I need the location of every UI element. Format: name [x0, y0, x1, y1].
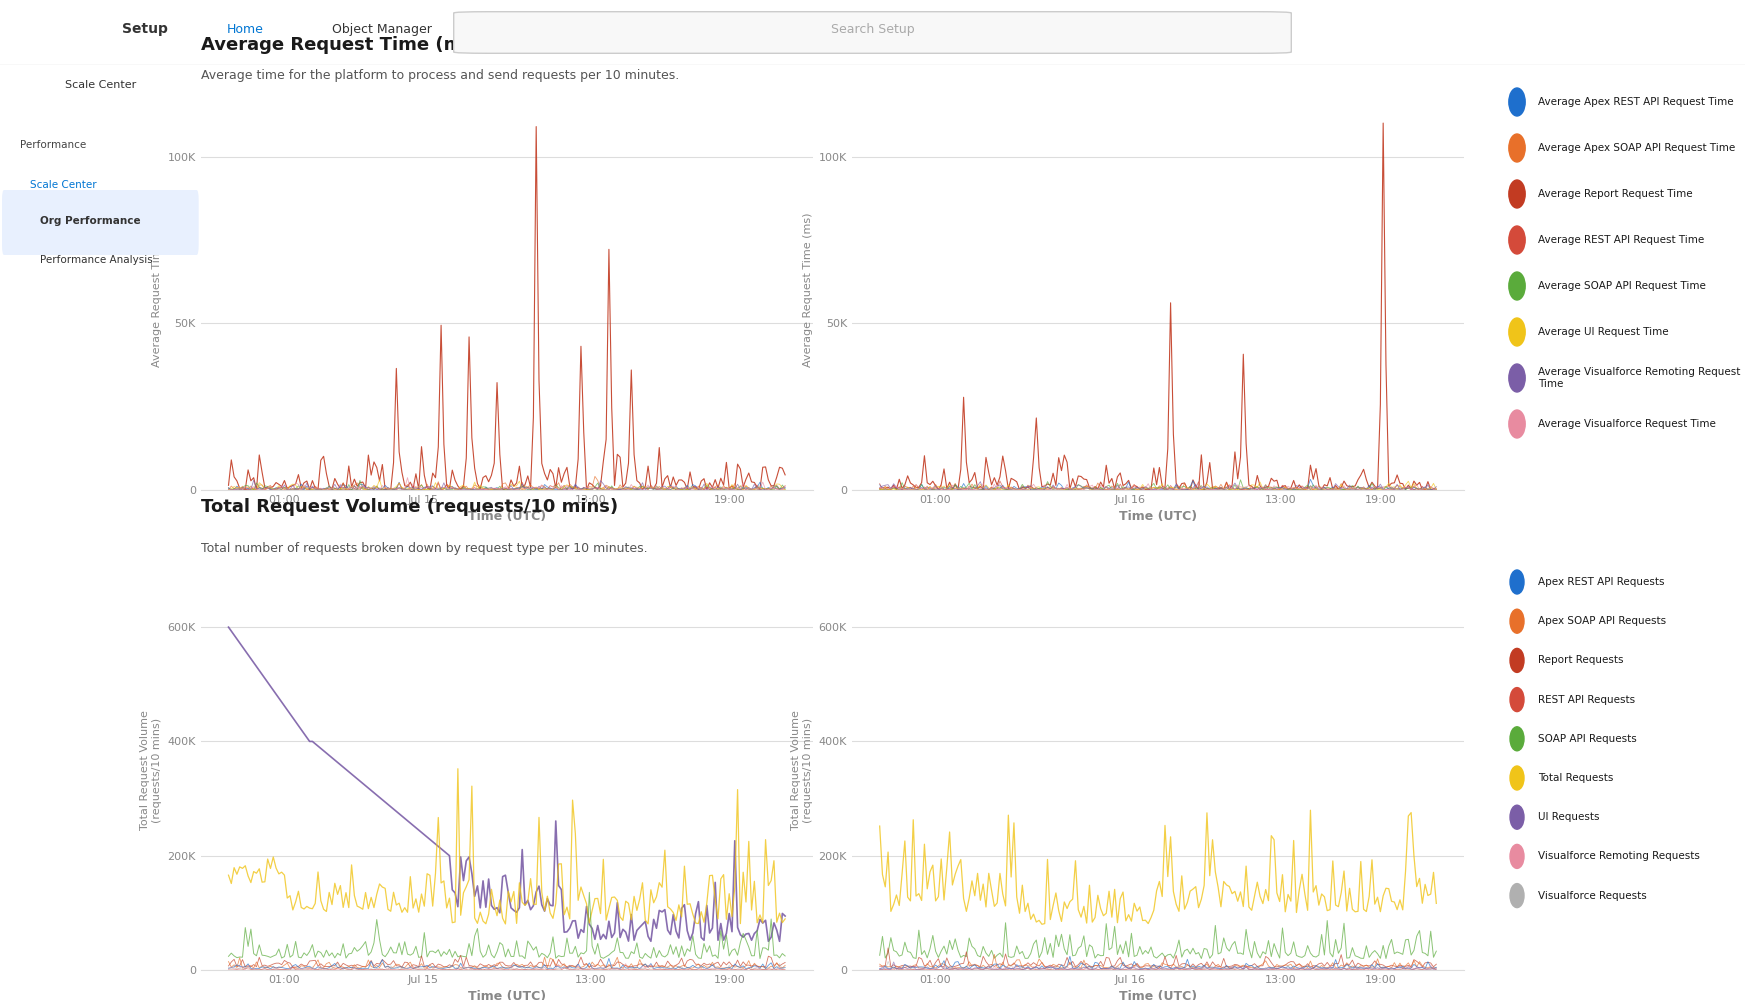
FancyBboxPatch shape	[454, 12, 1291, 53]
X-axis label: Time (UTC): Time (UTC)	[468, 990, 546, 1000]
Circle shape	[1509, 805, 1523, 829]
Text: SOAP API Requests: SOAP API Requests	[1537, 734, 1637, 744]
Text: Visualforce Remoting Requests: Visualforce Remoting Requests	[1537, 851, 1700, 861]
Text: Average Visualforce Request Time: Average Visualforce Request Time	[1537, 419, 1715, 429]
Text: REST API Requests: REST API Requests	[1537, 695, 1635, 705]
Text: Average REST API Request Time: Average REST API Request Time	[1537, 235, 1705, 245]
Text: Performance: Performance	[21, 140, 86, 150]
Y-axis label: Average Request Time (ms): Average Request Time (ms)	[803, 213, 813, 367]
X-axis label: Time (UTC): Time (UTC)	[1119, 990, 1197, 1000]
Text: UI Requests: UI Requests	[1537, 812, 1600, 822]
Text: Org Performance: Org Performance	[40, 216, 141, 226]
Text: Search Setup: Search Setup	[831, 23, 914, 36]
Circle shape	[1509, 180, 1525, 208]
X-axis label: Time (UTC): Time (UTC)	[1119, 510, 1197, 523]
Text: Home: Home	[227, 23, 263, 36]
Text: Report Requests: Report Requests	[1537, 655, 1623, 665]
X-axis label: Time (UTC): Time (UTC)	[468, 510, 546, 523]
Text: Performance Analysis: Performance Analysis	[40, 255, 154, 265]
Circle shape	[1509, 648, 1523, 672]
Circle shape	[1509, 727, 1523, 751]
Text: Setup: Setup	[122, 22, 168, 36]
Text: Average SOAP API Request Time: Average SOAP API Request Time	[1537, 281, 1707, 291]
Y-axis label: Total Request Volume
(requests/10 mins): Total Request Volume (requests/10 mins)	[140, 710, 162, 830]
Y-axis label: Total Request Volume
(requests/10 mins): Total Request Volume (requests/10 mins)	[792, 710, 813, 830]
Circle shape	[1509, 226, 1525, 254]
Text: Object Manager: Object Manager	[332, 23, 431, 36]
Circle shape	[1509, 844, 1523, 868]
Text: Average Request Time (ms): Average Request Time (ms)	[201, 36, 482, 54]
Circle shape	[1509, 134, 1525, 162]
Circle shape	[1509, 318, 1525, 346]
Circle shape	[1509, 766, 1523, 790]
Circle shape	[1509, 88, 1525, 116]
Text: Average Apex SOAP API Request Time: Average Apex SOAP API Request Time	[1537, 143, 1735, 153]
Circle shape	[1509, 884, 1523, 908]
Text: Total number of requests broken down by request type per 10 minutes.: Total number of requests broken down by …	[201, 542, 647, 555]
Text: Average Apex REST API Request Time: Average Apex REST API Request Time	[1537, 97, 1733, 107]
Text: Average UI Request Time: Average UI Request Time	[1537, 327, 1668, 337]
Circle shape	[1509, 688, 1523, 712]
Text: Average Visualforce Remoting Request Time: Average Visualforce Remoting Request Tim…	[1537, 367, 1740, 389]
Y-axis label: Average Request Time (ms): Average Request Time (ms)	[152, 213, 162, 367]
Text: Apex REST API Requests: Apex REST API Requests	[1537, 577, 1665, 587]
Text: Visualforce Requests: Visualforce Requests	[1537, 891, 1647, 901]
Circle shape	[1509, 364, 1525, 392]
Circle shape	[1509, 570, 1523, 594]
Circle shape	[1509, 272, 1525, 300]
FancyBboxPatch shape	[2, 190, 199, 255]
Text: Scale Center: Scale Center	[30, 180, 96, 190]
Text: Average time for the platform to process and send requests per 10 minutes.: Average time for the platform to process…	[201, 69, 679, 82]
Circle shape	[1509, 609, 1523, 633]
Text: Average Report Request Time: Average Report Request Time	[1537, 189, 1693, 199]
Circle shape	[1509, 410, 1525, 438]
Text: Total Requests: Total Requests	[1537, 773, 1614, 783]
Text: Total Request Volume (requests/10 mins): Total Request Volume (requests/10 mins)	[201, 498, 618, 516]
Text: Scale Center: Scale Center	[65, 80, 136, 90]
Text: Apex SOAP API Requests: Apex SOAP API Requests	[1537, 616, 1666, 626]
